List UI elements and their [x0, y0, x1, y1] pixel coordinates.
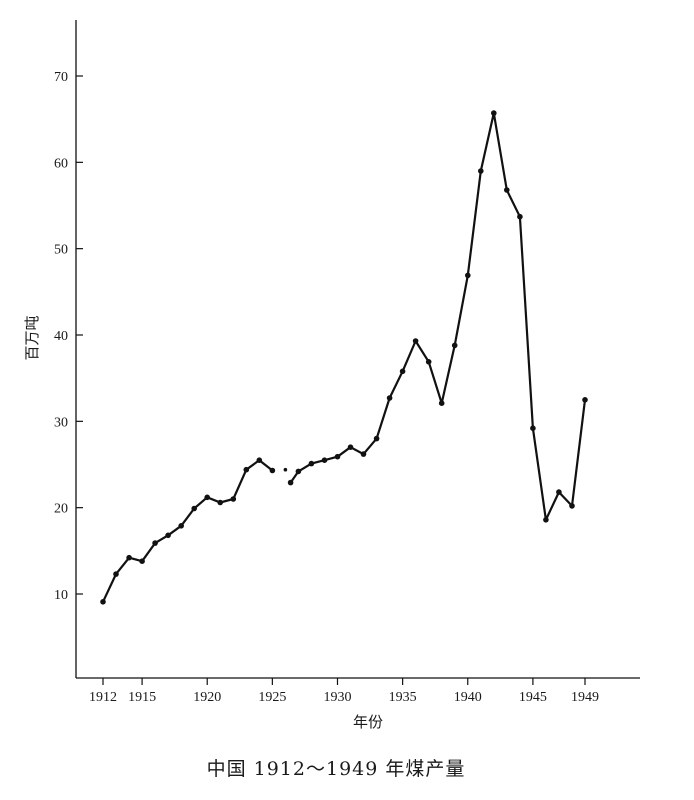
data-point — [569, 503, 575, 509]
data-point — [451, 342, 458, 349]
series-line-segment — [101, 459, 274, 603]
x-tick-label: 1930 — [323, 690, 351, 705]
x-tick-label: 1925 — [258, 690, 286, 705]
data-point — [399, 368, 406, 375]
series-line-segment — [289, 111, 587, 521]
data-point — [517, 213, 523, 220]
x-tick-label: 1945 — [519, 690, 547, 705]
data-point — [283, 467, 288, 472]
data-point — [100, 599, 106, 605]
data-point — [178, 523, 184, 529]
data-point — [425, 359, 432, 365]
series-line-group — [101, 111, 587, 603]
data-point — [256, 457, 263, 464]
data-point — [556, 489, 562, 495]
data-point — [269, 467, 276, 474]
y-tick-label: 40 — [54, 329, 68, 344]
x-tick-label: 1920 — [193, 690, 221, 705]
chart-caption: 中国 1912～1949 年煤产量 — [207, 758, 466, 780]
data-point — [295, 468, 302, 475]
y-tick-label: 70 — [54, 70, 68, 85]
data-point — [373, 435, 380, 442]
y-axis-title: 百万吨 — [23, 315, 41, 360]
x-tick-label: 1915 — [128, 690, 156, 705]
data-point — [152, 540, 158, 546]
data-point — [543, 517, 549, 523]
x-tick-label: 1912 — [89, 690, 117, 705]
data-point — [465, 272, 471, 279]
y-tick-label: 50 — [54, 243, 68, 258]
data-point — [347, 444, 354, 451]
data-points-group — [100, 110, 588, 605]
data-point — [491, 110, 497, 116]
data-point — [165, 532, 171, 539]
x-tick-label: 1940 — [454, 690, 482, 705]
y-tick-label: 10 — [54, 588, 68, 603]
data-point — [504, 187, 510, 193]
data-point — [126, 554, 132, 561]
data-point — [243, 466, 250, 473]
data-point — [217, 499, 223, 506]
data-point — [582, 397, 588, 403]
y-tick-label: 30 — [54, 415, 68, 430]
data-point — [204, 494, 210, 501]
x-axis-ticks: 1912 1915 1920 1925 1930 1935 1940 1945 1949 — [89, 678, 599, 705]
x-axis-title: 年份 — [353, 713, 383, 731]
data-point — [139, 558, 145, 564]
data-point — [360, 451, 367, 457]
data-point — [308, 460, 315, 467]
y-tick-label: 20 — [54, 502, 68, 517]
data-point — [113, 571, 119, 577]
y-axis-ticks: 10 20 30 40 50 60 70 — [54, 70, 83, 603]
data-point — [438, 400, 445, 407]
x-tick-label: 1949 — [571, 690, 599, 705]
data-point — [412, 338, 419, 344]
data-point — [530, 425, 536, 432]
data-point — [478, 168, 484, 174]
data-point — [287, 479, 294, 486]
x-tick-label: 1935 — [389, 690, 417, 705]
data-point — [230, 496, 237, 502]
y-tick-label: 60 — [54, 156, 68, 171]
data-point — [334, 453, 341, 460]
data-point — [321, 457, 328, 464]
data-point — [191, 505, 197, 512]
data-point — [386, 395, 393, 401]
